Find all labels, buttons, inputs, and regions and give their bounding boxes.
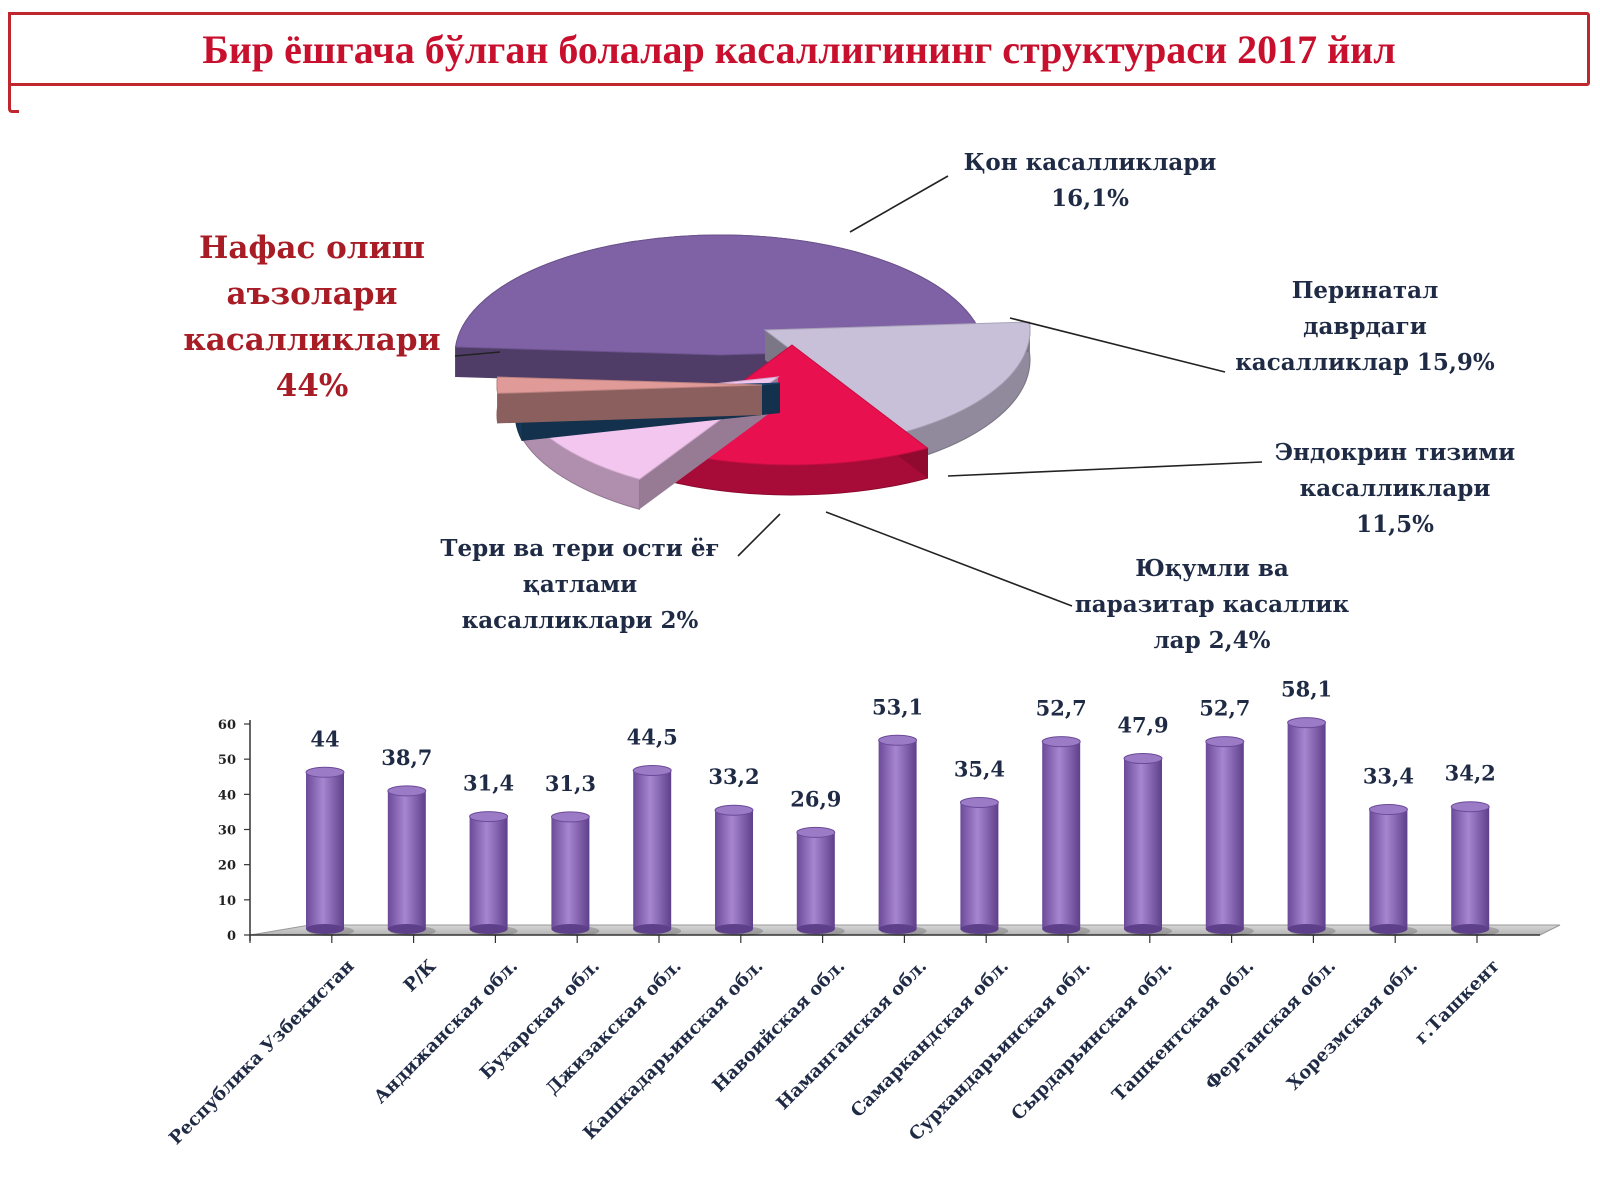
category-label: Республика Узбекистан (165, 956, 358, 1149)
category-label: Навоийская обл. (709, 956, 850, 1097)
bar-value-label: 35,4 (954, 757, 1005, 782)
title-box: Бир ёшгача бўлган болалар касаллигининг … (8, 12, 1590, 113)
category-label: г.Ташкент (1411, 956, 1504, 1049)
pie-leader-line (737, 513, 781, 557)
pie-leader-line (825, 511, 1073, 607)
bar (1368, 804, 1418, 936)
bar (959, 797, 1009, 936)
bar (1287, 717, 1336, 936)
pie-slice-label: Қон касалликлари 16,1% (964, 149, 1217, 212)
pie-slice-label: Эндокрин тизими касалликлари 11,5% (1275, 439, 1515, 538)
bar-chart: 0 10 20 30 40 50 60 44 Республика Узбекистан 38,7… (165, 677, 1561, 1149)
bar-value-label: 33,4 (1363, 764, 1414, 789)
bar (1041, 736, 1091, 936)
pie-slice-label: Юқумли ва паразитар касаллик лар 2,4% (1075, 555, 1350, 654)
bar-value-label: 44,5 (627, 725, 678, 750)
bar (469, 811, 518, 936)
title-frame-accent (8, 12, 19, 113)
bar-value-label: 47,9 (1117, 713, 1168, 738)
pie-chart: Нафас олиш аъзолари касалликлари 44% Қон кас… (183, 149, 1515, 654)
category-label: Р/К (400, 955, 441, 996)
bar-value-label: 44 (310, 726, 339, 751)
bar (1205, 736, 1254, 936)
bar (878, 734, 927, 936)
bar (387, 785, 436, 936)
pie-leader-line (454, 351, 501, 357)
bar-value-label: 52,7 (1036, 696, 1087, 721)
bar-value-label: 31,4 (463, 771, 514, 796)
pie-slice-label: Тери ва тери ости ёғ қатлами касалликлари … (440, 535, 719, 634)
y-tick-label: 50 (218, 753, 236, 768)
bar (1123, 753, 1172, 936)
bar (714, 804, 763, 936)
pie-leader-line (1009, 317, 1226, 373)
y-tick-label: 10 (218, 894, 236, 909)
category-label: Андижанская обл. (370, 956, 522, 1108)
bar-value-label: 33,2 (708, 764, 759, 789)
bar-value-label: 58,1 (1281, 677, 1332, 702)
pie-leader-line (947, 461, 1263, 477)
page-title: Бир ёшгача бўлган болалар касаллигининг … (202, 26, 1396, 72)
pie-slice (496, 376, 763, 424)
category-label: Самаркандская обл. (847, 956, 1013, 1122)
category-label: Наманганская обл. (773, 956, 932, 1115)
bar-value-label: 34,2 (1445, 761, 1496, 786)
bar-value-label: 52,7 (1199, 696, 1250, 721)
bar-value-label: 53,1 (872, 694, 923, 719)
category-label: Сырдарьинская обл. (1007, 956, 1176, 1125)
category-label: Джизакская обл. (542, 956, 685, 1099)
y-tick-label: 30 (218, 824, 236, 839)
bar (796, 826, 845, 936)
bar-value-label: 26,9 (790, 786, 841, 811)
bar (1450, 801, 1500, 936)
bar (632, 765, 682, 936)
bar-value-label: 31,3 (545, 771, 596, 796)
pie-leader-line (849, 175, 949, 233)
bar (550, 811, 600, 936)
y-tick-label: 0 (227, 929, 236, 944)
y-tick-label: 60 (218, 718, 236, 733)
pie-slice-label: Нафас олиш аъзолари касалликлари 44% (183, 230, 440, 404)
pie-slice-label: Перинатал даврдаги касалликлар 15,9% (1235, 277, 1495, 376)
bar (305, 766, 354, 936)
y-tick-label: 40 (218, 788, 236, 803)
bar-value-label: 38,7 (381, 745, 432, 770)
category-label: Ташкентская обл. (1108, 956, 1258, 1106)
y-tick-label: 20 (218, 859, 236, 874)
